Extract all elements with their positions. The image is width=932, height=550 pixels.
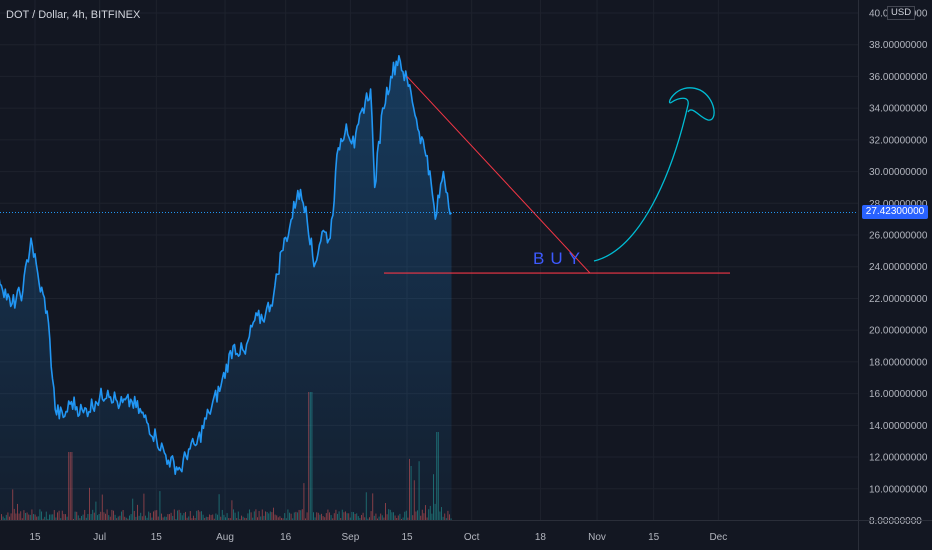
x-tick-label: 15 [29,532,41,543]
y-tick-label: 34.00000000 [869,104,928,115]
x-tick-label: Nov [588,532,606,543]
y-tick-label: 18.00000000 [869,357,928,368]
trendline [406,76,591,274]
currency-selector[interactable]: USD [887,6,916,20]
y-tick-label: 20.00000000 [869,326,928,337]
y-tick-label: 8.00000000 [869,516,922,527]
price-axis-bg [858,0,932,550]
y-tick-label: 36.00000000 [869,72,928,83]
y-tick-label: 16.00000000 [869,389,928,400]
y-tick-label: 26.00000000 [869,231,928,242]
y-tick-label: 22.00000000 [869,294,928,305]
symbol-title: DOT / Dollar, 4h, BITFINEX [6,9,141,21]
y-tick-label: 30.00000000 [869,167,928,178]
projection-arrow [593,87,715,262]
x-tick-label: 16 [280,532,292,543]
x-tick-label: 18 [535,532,547,543]
price-area [0,55,452,520]
x-tick-label: 15 [648,532,660,543]
x-tick-label: 15 [401,532,413,543]
y-tick-label: 32.00000000 [869,135,928,146]
x-tick-label: Sep [341,532,359,543]
y-tick-label: 14.00000000 [869,421,928,432]
y-tick-label: 38.00000000 [869,40,928,51]
time-axis-bg [0,520,858,550]
y-tick-label: 12.00000000 [869,453,928,464]
y-tick-label: 10.00000000 [869,484,928,495]
x-tick-label: Jul [93,532,106,543]
x-tick-label: Aug [216,532,234,543]
x-tick-label: Dec [709,532,727,543]
y-tick-label: 24.00000000 [869,262,928,273]
x-tick-label: Oct [464,532,480,543]
buy-annotation: BUY [533,249,586,268]
price-line [0,55,453,475]
last-price-badge: 27.42300000 [862,205,928,220]
x-tick-label: 15 [151,532,163,543]
y-tick-label: 28.00000000 [869,199,928,210]
